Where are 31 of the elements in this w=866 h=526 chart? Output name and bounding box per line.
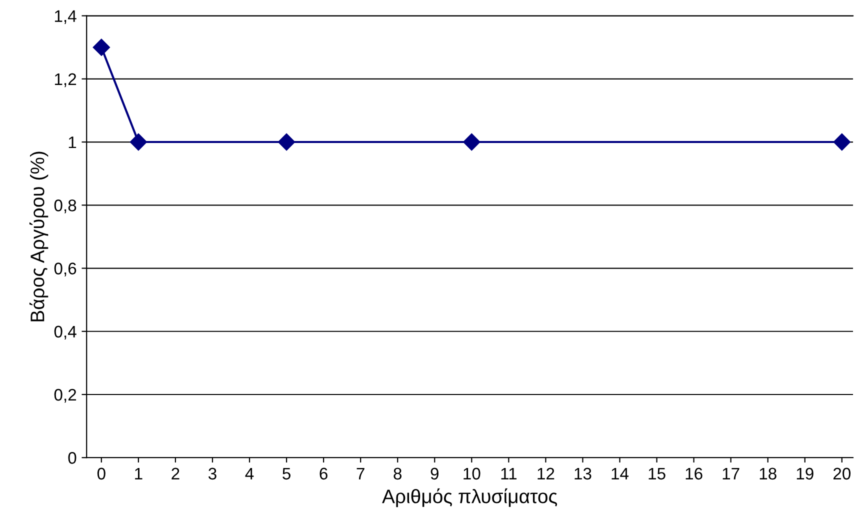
- y-tick-label: 1,4: [54, 10, 76, 24]
- x-tick-label: 6: [320, 468, 328, 480]
- x-tick-label: 20: [833, 468, 851, 480]
- y-tick-label: 0: [68, 452, 76, 464]
- y-tick-label: 1: [68, 136, 76, 148]
- x-tick-label: 19: [796, 468, 814, 480]
- y-tick-label: 0,8: [54, 200, 76, 214]
- y-tick-label: 0,6: [54, 262, 76, 276]
- x-tick-label: 9: [430, 468, 438, 480]
- y-tick-label: 1,2: [54, 73, 76, 88]
- x-tick-label: 4: [245, 468, 254, 480]
- x-tick-label: 5: [282, 468, 290, 480]
- y-tick-label: 0,2: [54, 388, 76, 403]
- x-tick-label: 0: [97, 468, 106, 480]
- x-tick-label: 18: [760, 468, 776, 480]
- x-tick-label: 7: [356, 468, 364, 480]
- x-tick-label: 15: [648, 468, 666, 480]
- x-tick-label: 12: [538, 468, 554, 480]
- x-axis-title: Αριθμός πλυσίματος: [382, 488, 558, 508]
- x-tick-label: 14: [612, 468, 629, 480]
- x-tick-label: 8: [394, 468, 402, 480]
- y-axis-title: Βάρος Αργύρου (%): [29, 152, 48, 322]
- x-tick-label: 17: [722, 468, 740, 480]
- x-tick-label: 13: [574, 468, 592, 480]
- x-tick-label: 11: [501, 468, 517, 480]
- x-tick-label: 3: [208, 468, 216, 480]
- x-tick-label: 1: [135, 468, 142, 480]
- x-tick-label: 16: [686, 468, 702, 480]
- y-tick-label: 0,4: [54, 326, 76, 340]
- x-tick-label: 2: [172, 468, 180, 480]
- x-tick-label: 10: [464, 468, 480, 480]
